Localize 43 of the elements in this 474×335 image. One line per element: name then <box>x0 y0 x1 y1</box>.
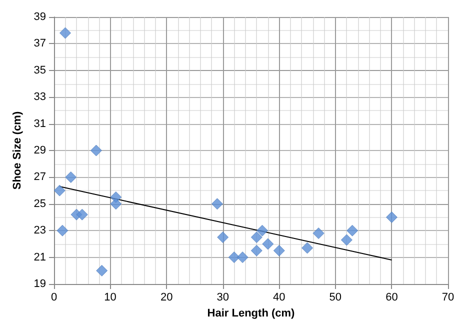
point <box>256 224 268 236</box>
x-tick-label: 20 <box>160 292 173 304</box>
y-tick-label: 33 <box>34 91 46 104</box>
x-tick-label: 30 <box>216 292 229 304</box>
y-tick-label: 23 <box>34 224 46 237</box>
y-tick-label: 31 <box>34 118 46 130</box>
y-tick-label: 39 <box>34 11 46 23</box>
x-tick-label: 70 <box>442 292 454 304</box>
point <box>346 224 358 236</box>
x-tick-label: 60 <box>386 292 398 304</box>
point <box>262 238 274 250</box>
x-axis-title: Hair Length (cm) <box>207 307 296 320</box>
y-tick-label: 25 <box>34 198 46 210</box>
point <box>54 184 66 196</box>
point <box>90 144 102 156</box>
y-tick-label: 19 <box>34 278 46 290</box>
point <box>228 252 240 264</box>
point <box>217 232 229 244</box>
point <box>110 198 122 210</box>
x-tick-label: 0 <box>50 292 58 304</box>
point <box>340 234 352 246</box>
point <box>76 208 88 220</box>
y-tick-label: 21 <box>34 251 46 264</box>
y-tick-label: 29 <box>34 144 46 156</box>
x-tick-label: 50 <box>329 292 342 304</box>
point <box>236 252 248 264</box>
point <box>386 212 398 223</box>
x-tick-label: 10 <box>104 292 116 304</box>
point <box>273 244 285 256</box>
point <box>302 242 314 254</box>
point <box>250 232 262 244</box>
point <box>211 198 223 210</box>
point <box>250 244 262 256</box>
y-axis-title: Shoe Size (cm) <box>11 111 24 190</box>
y-tick-label: 37 <box>34 38 46 50</box>
point <box>65 171 77 183</box>
point <box>312 228 324 240</box>
point <box>56 224 68 236</box>
point <box>96 264 108 276</box>
point <box>60 27 72 39</box>
y-tick-label: 27 <box>34 171 46 184</box>
y-tick-label: 35 <box>34 64 46 76</box>
x-tick-label: 40 <box>273 292 286 304</box>
